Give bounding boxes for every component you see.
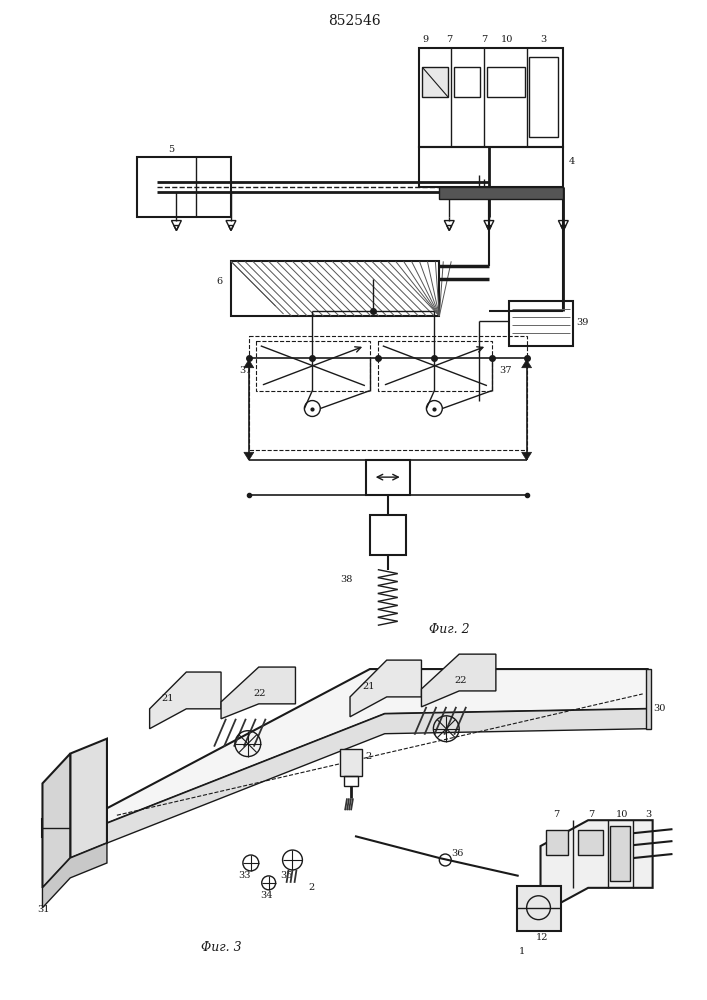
Text: 9: 9 — [423, 35, 428, 44]
Text: 37: 37 — [499, 366, 511, 375]
Polygon shape — [421, 654, 496, 707]
Text: 30: 30 — [654, 704, 666, 713]
Text: 5: 5 — [168, 145, 175, 154]
Bar — [487, 67, 525, 97]
Bar — [231, 261, 439, 316]
Bar — [419, 48, 563, 147]
Text: 1: 1 — [519, 947, 525, 956]
Text: 39: 39 — [576, 318, 589, 327]
Text: 10: 10 — [501, 35, 513, 44]
Text: 6: 6 — [216, 277, 222, 286]
Text: 7: 7 — [554, 810, 560, 819]
Polygon shape — [42, 843, 107, 908]
Bar — [423, 67, 448, 97]
Bar — [378, 341, 492, 391]
Polygon shape — [42, 754, 70, 888]
Polygon shape — [107, 669, 648, 823]
Text: 3: 3 — [540, 35, 547, 44]
Text: 4: 4 — [568, 157, 575, 166]
Bar — [249, 336, 527, 450]
Bar — [610, 826, 630, 881]
Bar — [509, 301, 573, 346]
Text: 10: 10 — [616, 810, 629, 819]
Bar — [340, 749, 362, 776]
Polygon shape — [70, 739, 107, 858]
Text: 2: 2 — [308, 883, 315, 892]
Bar — [578, 830, 603, 855]
Polygon shape — [150, 672, 221, 729]
Text: 33: 33 — [238, 871, 250, 880]
Text: 31: 31 — [37, 905, 50, 914]
Bar — [344, 776, 358, 786]
Text: 2: 2 — [365, 752, 371, 761]
Polygon shape — [221, 667, 296, 719]
Polygon shape — [244, 360, 254, 368]
Bar — [645, 669, 650, 729]
Bar — [370, 515, 406, 555]
Text: 7: 7 — [481, 35, 487, 44]
Text: 21: 21 — [161, 694, 174, 703]
Text: 7: 7 — [446, 35, 452, 44]
Polygon shape — [541, 820, 653, 914]
Text: 37: 37 — [239, 366, 252, 375]
Bar — [439, 187, 563, 199]
Text: 22: 22 — [454, 676, 467, 685]
Bar — [517, 886, 561, 931]
Text: 852546: 852546 — [327, 14, 380, 28]
Bar — [454, 67, 480, 97]
Text: 7: 7 — [588, 810, 595, 819]
Text: Φиг. 3: Φиг. 3 — [201, 941, 242, 954]
Polygon shape — [522, 360, 532, 368]
Text: 34: 34 — [261, 891, 273, 900]
Polygon shape — [522, 452, 532, 460]
Polygon shape — [244, 452, 254, 460]
Bar — [419, 147, 563, 187]
Bar — [547, 830, 568, 855]
Text: 22: 22 — [254, 689, 267, 698]
Text: 3: 3 — [645, 810, 652, 819]
Bar — [529, 57, 559, 137]
Text: 21: 21 — [362, 682, 375, 691]
Text: 38: 38 — [340, 575, 353, 584]
Bar — [366, 460, 409, 495]
Bar — [256, 341, 370, 391]
Text: Φиг. 2: Φиг. 2 — [429, 623, 470, 636]
Text: 35: 35 — [281, 871, 293, 880]
Polygon shape — [350, 660, 421, 717]
Polygon shape — [107, 709, 648, 843]
Text: 36: 36 — [451, 849, 464, 858]
Text: 12: 12 — [536, 933, 548, 942]
Bar — [136, 157, 231, 217]
